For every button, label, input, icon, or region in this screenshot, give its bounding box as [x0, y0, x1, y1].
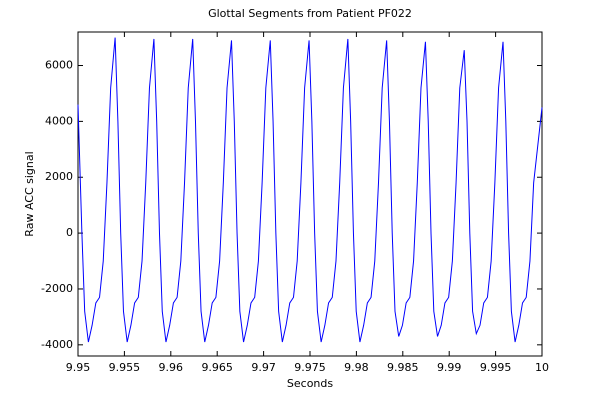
y-tick-label: 6000: [45, 59, 73, 72]
y-tick-label: 0: [66, 226, 73, 239]
x-tick-label: 9.965: [201, 361, 233, 374]
x-tick-label: 9.98: [344, 361, 369, 374]
y-tick-label: -4000: [41, 338, 73, 351]
x-tick-label: 9.955: [109, 361, 141, 374]
y-tick-label: 4000: [45, 114, 73, 127]
x-tick-label: 9.96: [159, 361, 184, 374]
chart-title: Glottal Segments from Patient PF022: [208, 7, 412, 20]
y-tick-label: -2000: [41, 282, 73, 295]
x-tick-label: 10: [535, 361, 549, 374]
x-axis-label: Seconds: [287, 377, 333, 390]
y-axis-label: Raw ACC signal: [23, 151, 36, 236]
x-tick-label: 9.99: [437, 361, 462, 374]
x-tick-label: 9.95: [66, 361, 91, 374]
x-tick-label: 9.995: [480, 361, 512, 374]
x-tick-label: 9.975: [294, 361, 326, 374]
signal-line: [77, 37, 543, 343]
y-tick-label: 2000: [45, 170, 73, 183]
x-tick-label: 9.97: [251, 361, 276, 374]
x-tick-label: 9.985: [387, 361, 419, 374]
